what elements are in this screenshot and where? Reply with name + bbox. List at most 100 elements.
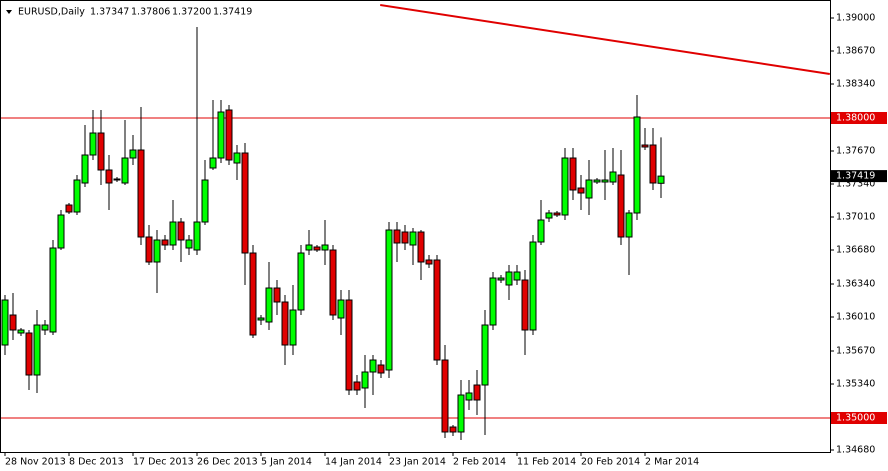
price-label-bg <box>831 170 887 183</box>
level-label-bg <box>831 112 887 124</box>
candle-body <box>593 179 601 183</box>
candle-body <box>601 179 609 183</box>
candle-body <box>273 287 281 303</box>
x-tick-label: 2 Feb 2014 <box>453 457 506 468</box>
x-tick-label: 28 Nov 2013 <box>5 457 66 468</box>
y-tick-label: 1.35340 <box>836 379 875 390</box>
candle-body <box>121 157 129 184</box>
candle-body <box>617 174 625 238</box>
candle-body <box>409 231 417 246</box>
candle-body <box>657 175 665 184</box>
candle-body <box>361 371 369 389</box>
x-tick-label: 23 Jan 2014 <box>389 457 446 468</box>
candle-body <box>1 299 9 346</box>
y-tick-label: 1.36680 <box>836 245 875 256</box>
ohlc-close: 1.37419 <box>213 7 252 18</box>
y-tick-label: 1.36010 <box>836 312 875 323</box>
candle-body <box>449 426 457 433</box>
y-tick-label: 1.35670 <box>836 346 875 357</box>
y-tick-label: 1.38670 <box>836 46 875 57</box>
level-label-bg <box>831 412 887 424</box>
candle-body <box>321 244 329 251</box>
candle-body <box>225 109 233 161</box>
candle-body <box>377 364 385 374</box>
price-label: 1.37419 <box>836 171 875 182</box>
candle-body <box>625 212 633 238</box>
level-label: 1.38000 <box>836 113 875 124</box>
candle-body <box>201 179 209 223</box>
candle-body <box>489 277 497 326</box>
candle-body <box>505 271 513 286</box>
candle-body <box>441 359 449 433</box>
candle-body <box>249 252 257 336</box>
candle-body <box>577 187 585 194</box>
x-tick-label: 14 Jan 2014 <box>325 457 382 468</box>
candle-body <box>457 394 465 433</box>
y-tick-label: 1.36340 <box>836 279 875 290</box>
candle-body <box>73 179 81 213</box>
candle-body <box>129 149 137 159</box>
candle-body <box>17 329 25 334</box>
candle-body <box>233 152 241 164</box>
trendline <box>380 4 830 75</box>
candle-body <box>337 299 345 319</box>
candle-body <box>313 246 321 251</box>
x-tick-label: 2 Mar 2014 <box>645 457 699 468</box>
menu-arrow[interactable] <box>6 10 12 14</box>
candle-body <box>257 317 265 321</box>
candle-body <box>33 324 41 376</box>
y-tick-label: 1.38340 <box>836 79 875 90</box>
candle-body <box>185 239 193 249</box>
x-tick-label: 20 Feb 2014 <box>581 457 640 468</box>
candle-body <box>529 241 537 331</box>
x-tick-label: 8 Dec 2013 <box>69 457 124 468</box>
symbol: EURUSD,Daily <box>18 7 85 18</box>
candle-body <box>537 219 545 243</box>
candle-body <box>289 309 297 346</box>
candle-body <box>209 157 217 169</box>
candle-body <box>649 144 657 184</box>
level-label: 1.35000 <box>836 413 875 424</box>
ohlc-low: 1.37200 <box>172 7 211 18</box>
x-tick-label: 26 Dec 2013 <box>197 457 258 468</box>
candle-body <box>105 169 113 184</box>
ohlc-open: 1.37347 <box>90 7 129 18</box>
candle-body <box>169 221 177 246</box>
y-tick-label: 1.37340 <box>836 179 875 190</box>
candle-body <box>569 157 577 191</box>
candle-body <box>369 359 377 373</box>
candle-body <box>153 239 161 263</box>
candle-body <box>41 324 49 331</box>
candle-body <box>521 279 529 331</box>
candle-body <box>57 214 65 249</box>
candle-body <box>137 149 145 238</box>
candle-body <box>473 384 481 401</box>
candle-body <box>217 111 225 159</box>
plot-frame <box>0 0 831 453</box>
x-tick-label: 17 Dec 2013 <box>133 457 194 468</box>
candle-body <box>89 132 97 156</box>
candle-body <box>425 259 433 265</box>
candle-body <box>393 229 401 244</box>
ohlc-high: 1.37806 <box>131 7 170 18</box>
candle-body <box>305 244 313 251</box>
candle-body <box>481 324 489 386</box>
x-tick-label: 5 Jan 2014 <box>261 457 312 468</box>
candle-body <box>25 332 33 376</box>
candle-body <box>553 212 561 216</box>
candle-body <box>161 239 169 246</box>
y-tick-label: 1.37670 <box>836 146 875 157</box>
candle-body <box>497 277 505 281</box>
candle-body <box>113 178 121 181</box>
candle-body <box>513 271 521 281</box>
candle-body <box>145 236 153 263</box>
candle-body <box>265 287 273 323</box>
candle-body <box>177 221 185 241</box>
y-tick-label: 1.34680 <box>836 445 875 456</box>
candle-body <box>609 171 617 183</box>
candle-body <box>545 212 553 219</box>
candle-body <box>385 229 393 371</box>
y-tick-label: 1.39000 <box>836 13 875 24</box>
candle-body <box>193 221 201 251</box>
